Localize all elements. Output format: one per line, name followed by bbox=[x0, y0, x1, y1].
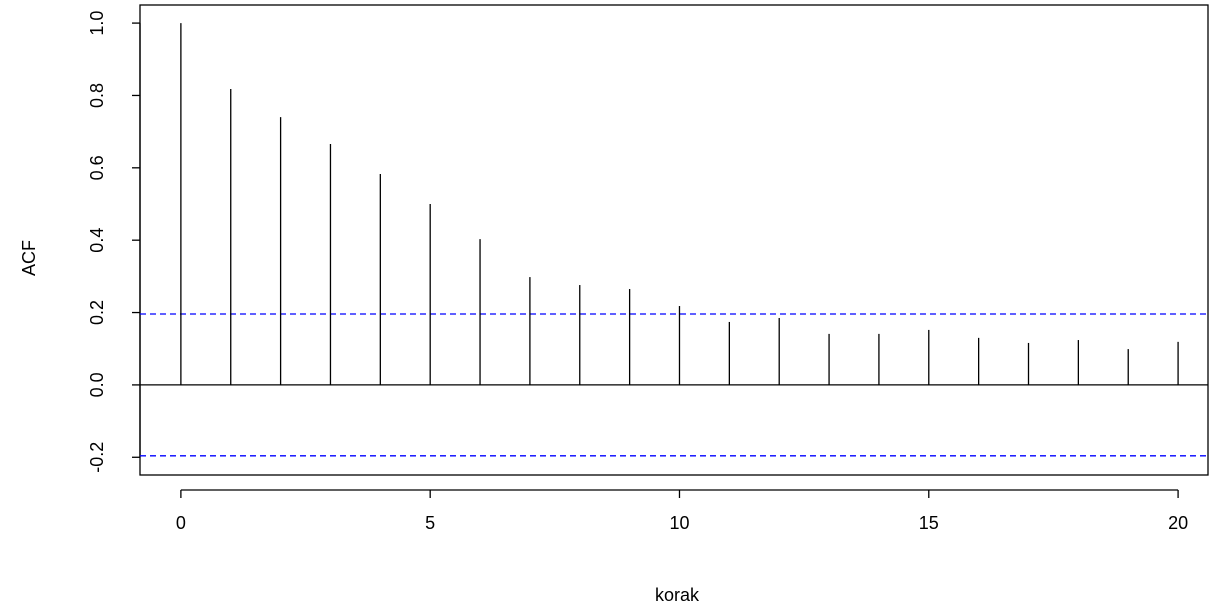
y-tick-label: 0.0 bbox=[87, 372, 107, 397]
x-tick-label: 10 bbox=[669, 513, 689, 533]
y-tick-label: 0.8 bbox=[87, 83, 107, 108]
y-tick-label: -0.2 bbox=[87, 442, 107, 473]
y-tick-label: 0.2 bbox=[87, 300, 107, 325]
x-tick-label: 15 bbox=[919, 513, 939, 533]
y-axis-label: ACF bbox=[19, 240, 39, 276]
y-tick-label: 1.0 bbox=[87, 11, 107, 36]
x-tick-label: 20 bbox=[1168, 513, 1188, 533]
plot-frame bbox=[139, 4, 1209, 476]
y-tick-label: 0.6 bbox=[87, 155, 107, 180]
x-tick-label: 5 bbox=[425, 513, 435, 533]
x-axis-label: korak bbox=[655, 585, 700, 605]
y-tick-label: 0.4 bbox=[87, 228, 107, 253]
x-tick-label: 0 bbox=[176, 513, 186, 533]
